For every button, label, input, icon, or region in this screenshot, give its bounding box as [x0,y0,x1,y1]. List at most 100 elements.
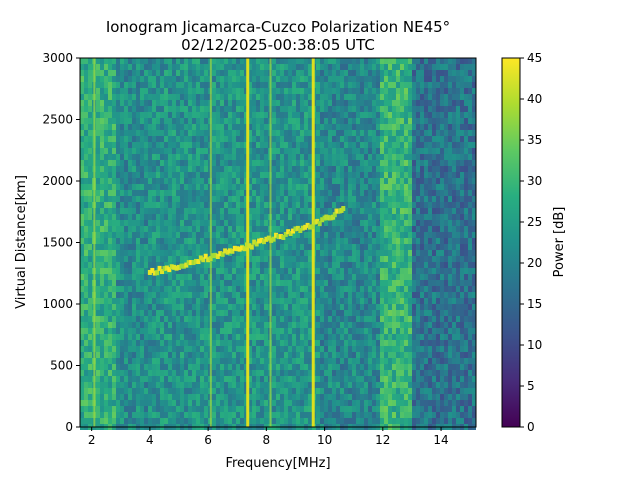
heatmap-cell [292,166,296,172]
heatmap-cell [232,340,236,346]
heatmap-cell [336,406,340,412]
heatmap-cell [156,292,160,298]
heatmap-cell [336,178,340,184]
heatmap-cell [308,340,312,346]
heatmap-cell [372,88,376,94]
heatmap-cell [112,94,116,100]
heatmap-cell [148,400,152,406]
heatmap-cell [172,112,176,118]
heatmap-cell [296,418,300,424]
heatmap-cell [300,358,304,364]
heatmap-cell [100,214,104,220]
heatmap-cell [232,112,236,118]
heatmap-cell [236,334,240,340]
heatmap-cell [280,328,284,334]
heatmap-cell [288,400,292,406]
heatmap-cell [168,298,172,304]
heatmap-cell [240,232,244,238]
heatmap-cell [400,178,404,184]
heatmap-cell [340,214,344,220]
heatmap-cell [200,172,204,178]
heatmap-cell [216,310,220,316]
heatmap-cell [252,136,256,142]
heatmap-cell [120,364,124,370]
heatmap-cell [192,154,196,160]
heatmap-cell [324,82,328,88]
heatmap-cell [232,238,236,244]
heatmap-cell [240,220,244,226]
heatmap-cell [88,202,92,208]
heatmap-cell [220,328,224,334]
heatmap-cell [252,316,256,322]
heatmap-cell [188,94,192,100]
heatmap-cell [88,316,92,322]
heatmap-cell [376,244,380,250]
heatmap-cell [360,364,364,370]
heatmap-cell [152,100,156,106]
heatmap-cell [316,334,320,340]
heatmap-cell [176,112,180,118]
heatmap-cell [388,376,392,382]
heatmap-cell [212,112,216,118]
heatmap-cell [352,370,356,376]
heatmap-cell [140,232,144,238]
heatmap-cell [228,358,232,364]
heatmap-cell [220,268,224,274]
heatmap-cell [228,364,232,370]
heatmap-cell [324,184,328,190]
heatmap-cell [128,82,132,88]
heatmap-cell [288,172,292,178]
heatmap-cell [300,334,304,340]
heatmap-cell [264,298,268,304]
heatmap-cell [380,232,384,238]
heatmap-cell [264,94,268,100]
heatmap-cell [292,208,296,214]
heatmap-cell [360,64,364,70]
heatmap-cell [320,274,324,280]
heatmap-cell [368,280,372,286]
heatmap-cell [180,412,184,418]
heatmap-cell [376,58,380,64]
heatmap-cell [388,232,392,238]
heatmap-cell [296,190,300,196]
heatmap-cell [172,250,176,256]
heatmap-cell [204,292,208,298]
heatmap-cell [280,352,284,358]
heatmap-cell [292,280,296,286]
heatmap-cell [172,136,176,142]
heatmap-cell [172,214,176,220]
heatmap-cell [280,124,284,130]
heatmap-cell [356,166,360,172]
heatmap-cell [336,286,340,292]
heatmap-cell [396,244,400,250]
heatmap-cell [256,370,260,376]
heatmap-cell [232,214,236,220]
heatmap-cell [152,382,156,388]
heatmap-cell [340,94,344,100]
heatmap-cell [300,70,304,76]
heatmap-cell [256,94,260,100]
heatmap-cell [136,220,140,226]
heatmap-cell [316,256,320,262]
heatmap-cell [368,364,372,370]
heatmap-cell [200,406,204,412]
heatmap-cell [228,334,232,340]
heatmap-cell [292,334,296,340]
heatmap-cell [376,334,380,340]
heatmap-cell [140,370,144,376]
heatmap-cell [280,256,284,262]
heatmap-cell [236,382,240,388]
heatmap-cell [164,238,168,244]
heatmap-cell [172,208,176,214]
heatmap-cell [272,292,276,298]
heatmap-cell [352,418,356,424]
heatmap-cell [100,232,104,238]
heatmap-cell [360,262,364,268]
heatmap-cell [100,184,104,190]
heatmap-cell [96,130,100,136]
heatmap-cell [316,346,320,352]
heatmap-cell [124,250,128,256]
heatmap-cell [152,238,156,244]
heatmap-cell [296,340,300,346]
heatmap-cell [188,256,192,262]
